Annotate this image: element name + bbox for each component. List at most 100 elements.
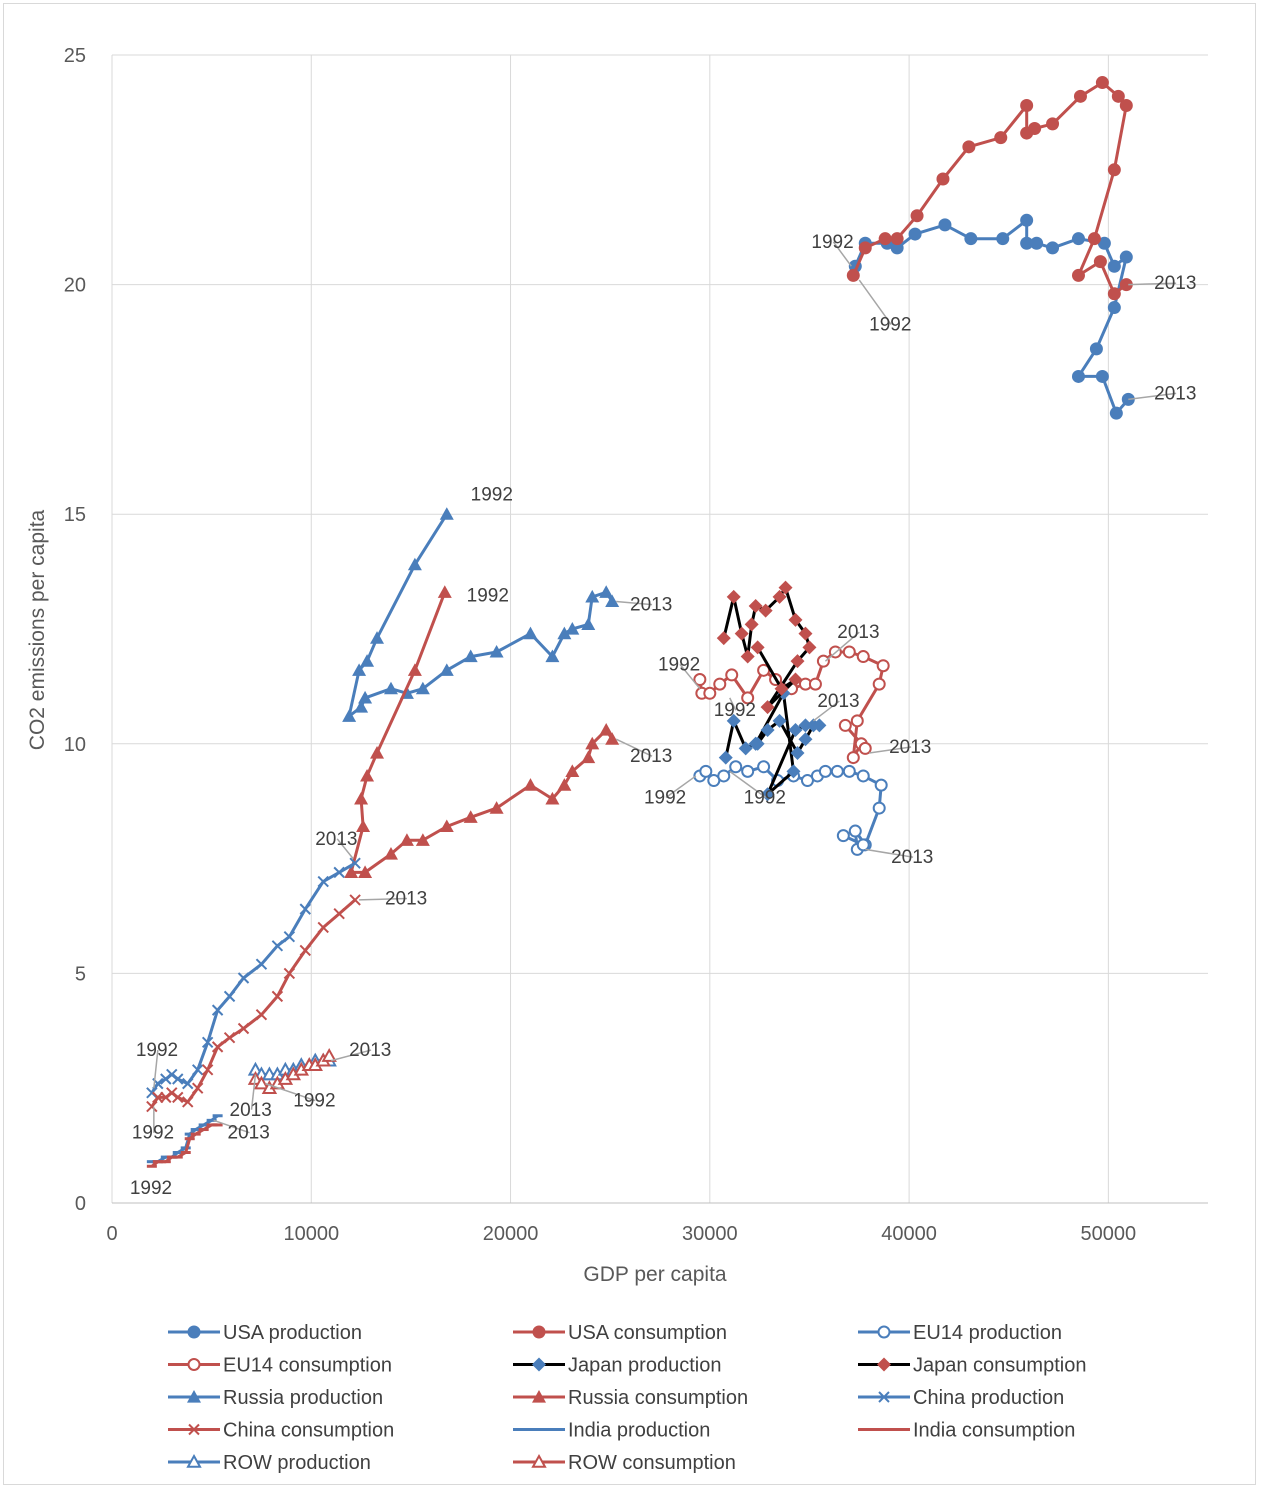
data-point: [1089, 342, 1103, 356]
data-point: [356, 819, 371, 833]
x-tick-label: 40000: [881, 1223, 937, 1245]
data-point: [760, 700, 775, 715]
axes: [111, 55, 1208, 1204]
data-point: [740, 649, 755, 664]
data-point: [1071, 232, 1085, 246]
legend-marker: [187, 1358, 201, 1371]
data-point: [182, 1096, 194, 1108]
data-point: [1107, 287, 1121, 301]
annotation-label: 1992: [714, 700, 756, 721]
data-point: [370, 745, 385, 759]
data-point: [605, 732, 620, 745]
annotation-label: 1992: [136, 1040, 178, 1061]
data-point: [1071, 268, 1085, 282]
data-point: [354, 791, 369, 805]
y-axis-title: CO2 emissions per capita: [26, 509, 49, 750]
data-point: [772, 713, 787, 728]
data-point: [748, 599, 763, 614]
data-point: [816, 654, 830, 668]
data-point: [1107, 163, 1121, 177]
legend-entry: ROW consumption: [513, 1452, 736, 1474]
data-point: [1071, 369, 1085, 383]
series-line: [853, 218, 1130, 415]
data-point: [271, 990, 284, 1003]
data-point: [1095, 369, 1109, 383]
legend-label: ROW consumption: [568, 1452, 736, 1474]
data-point: [605, 594, 620, 608]
series-china-consumption: [146, 894, 361, 1113]
series-layer: [146, 76, 1135, 1168]
data-point: [557, 778, 572, 791]
legend-entry: ROW production: [168, 1452, 371, 1474]
data-point: [321, 1047, 337, 1062]
data-point: [772, 589, 787, 604]
data-point: [856, 838, 870, 852]
legend-marker: [532, 1390, 546, 1403]
chart-frame: [3, 3, 1256, 1485]
legend-entry: China consumption: [168, 1420, 394, 1442]
series-india-consumption: [146, 1123, 223, 1168]
annotation-label: 2013: [1154, 273, 1196, 294]
annotation-label: 1992: [467, 585, 509, 606]
data-point: [872, 677, 886, 691]
data-point: [565, 764, 580, 777]
data-point: [191, 1064, 204, 1076]
data-point: [798, 732, 813, 747]
legend-label: EU14 consumption: [223, 1355, 392, 1377]
data-point: [342, 709, 357, 722]
data-point: [344, 865, 359, 878]
data-point: [299, 944, 312, 957]
data-point: [1107, 259, 1121, 273]
legend-entry: USA consumption: [513, 1322, 727, 1344]
annotation-leader: [250, 1074, 257, 1110]
annotation-label: 2013: [889, 737, 931, 758]
x-tick-label: 30000: [682, 1223, 738, 1245]
data-point: [876, 659, 890, 673]
legend-marker: [877, 1325, 891, 1339]
data-point: [741, 691, 755, 705]
data-point: [223, 1031, 236, 1044]
data-point: [848, 824, 862, 838]
data-point: [1046, 117, 1060, 131]
annotation-leader: [832, 241, 852, 267]
data-point: [182, 1077, 194, 1090]
data-point: [996, 232, 1010, 246]
data-point: [1020, 99, 1034, 113]
x-tick-label: 10000: [283, 1223, 339, 1245]
data-point: [523, 626, 538, 640]
data-point: [399, 833, 414, 846]
annotation-leader: [153, 1049, 159, 1089]
data-point: [439, 819, 454, 833]
data-point: [1097, 236, 1111, 250]
data-point: [716, 631, 731, 646]
data-point: [830, 764, 844, 778]
legend-entry: Russia consumption: [513, 1387, 748, 1409]
data-point: [703, 686, 717, 700]
data-point: [890, 232, 904, 246]
data-point: [349, 894, 361, 906]
data-point: [798, 718, 813, 733]
annotation-leader: [615, 738, 653, 757]
data-point: [1093, 255, 1107, 269]
data-point: [415, 681, 430, 695]
data-point: [333, 907, 345, 920]
legend-label: Russia consumption: [568, 1387, 748, 1409]
data-point: [211, 1041, 224, 1053]
legend-marker: [532, 1357, 546, 1372]
legend-label: China consumption: [223, 1420, 394, 1442]
data-point: [599, 585, 614, 598]
data-point: [788, 672, 803, 687]
annotation-leader: [824, 631, 860, 662]
annotation-label: 2013: [630, 595, 672, 616]
data-point: [798, 626, 813, 641]
data-point: [1046, 241, 1060, 255]
legend-label: India production: [568, 1420, 710, 1442]
data-point: [415, 833, 430, 846]
data-point: [788, 723, 803, 738]
legend-entry: India production: [513, 1420, 710, 1442]
y-tick-label: 10: [64, 734, 86, 756]
data-point: [354, 700, 369, 713]
series-japan-consumption: [716, 580, 817, 715]
